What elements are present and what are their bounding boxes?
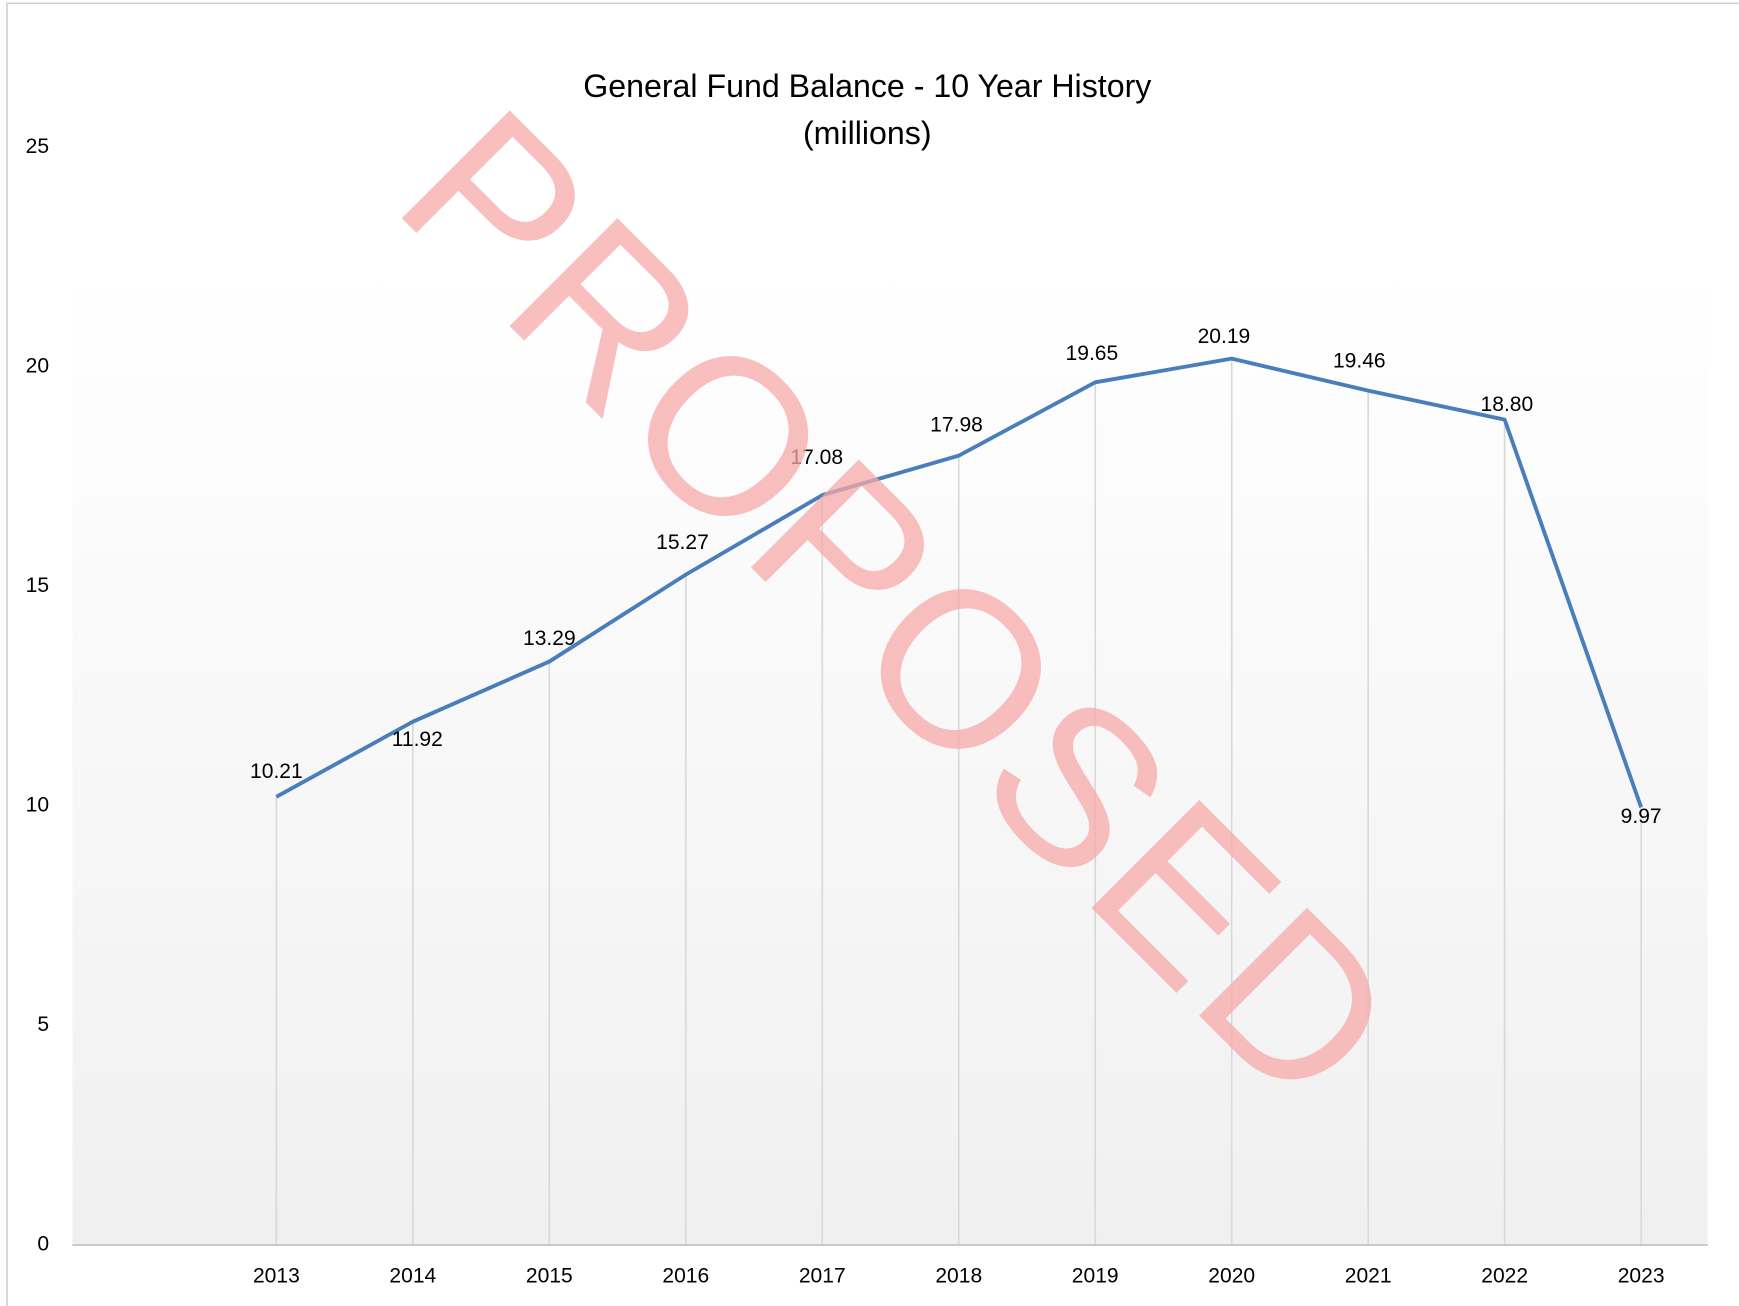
data-label: 15.27 (656, 531, 709, 554)
x-tick-label: 2020 (1208, 1265, 1255, 1288)
data-label: 10.21 (250, 760, 303, 783)
y-tick-label: 25 (26, 135, 49, 158)
chart-subtitle: (millions) (803, 115, 932, 151)
x-tick-label: 2013 (253, 1265, 300, 1288)
data-label: 20.19 (1198, 325, 1251, 348)
frame (6, 2, 1739, 1306)
x-tick-label: 2016 (662, 1265, 709, 1288)
data-label: 11.92 (392, 728, 443, 751)
data-label: 19.65 (1066, 342, 1119, 365)
y-tick-label: 15 (26, 574, 49, 597)
x-tick-label: 2023 (1618, 1265, 1665, 1288)
plot-area (72, 266, 1708, 1246)
x-tick-label: 2015 (526, 1265, 573, 1288)
data-label: 19.46 (1333, 349, 1386, 372)
data-label: 17.08 (790, 446, 843, 469)
data-label: 18.80 (1481, 393, 1534, 416)
x-tick-label: 2017 (799, 1265, 846, 1288)
data-label: 17.98 (930, 413, 983, 436)
x-tick-label: 2018 (935, 1265, 982, 1288)
y-tick-label: 20 (26, 355, 49, 378)
y-tick-label: 0 (37, 1233, 49, 1256)
x-tick-label: 2019 (1072, 1265, 1119, 1288)
line (275, 356, 1643, 808)
data-label: 9.97 (1621, 805, 1662, 828)
chart-title: General Fund Balance - 10 Year History (583, 68, 1151, 104)
x-tick-label: 2014 (389, 1265, 436, 1288)
data-label: 13.29 (523, 627, 576, 650)
x-tick-label: 2021 (1345, 1265, 1392, 1288)
y-tick-label: 5 (37, 1013, 49, 1036)
x-tick-label: 2022 (1481, 1265, 1528, 1288)
y-tick-label: 10 (26, 794, 49, 817)
